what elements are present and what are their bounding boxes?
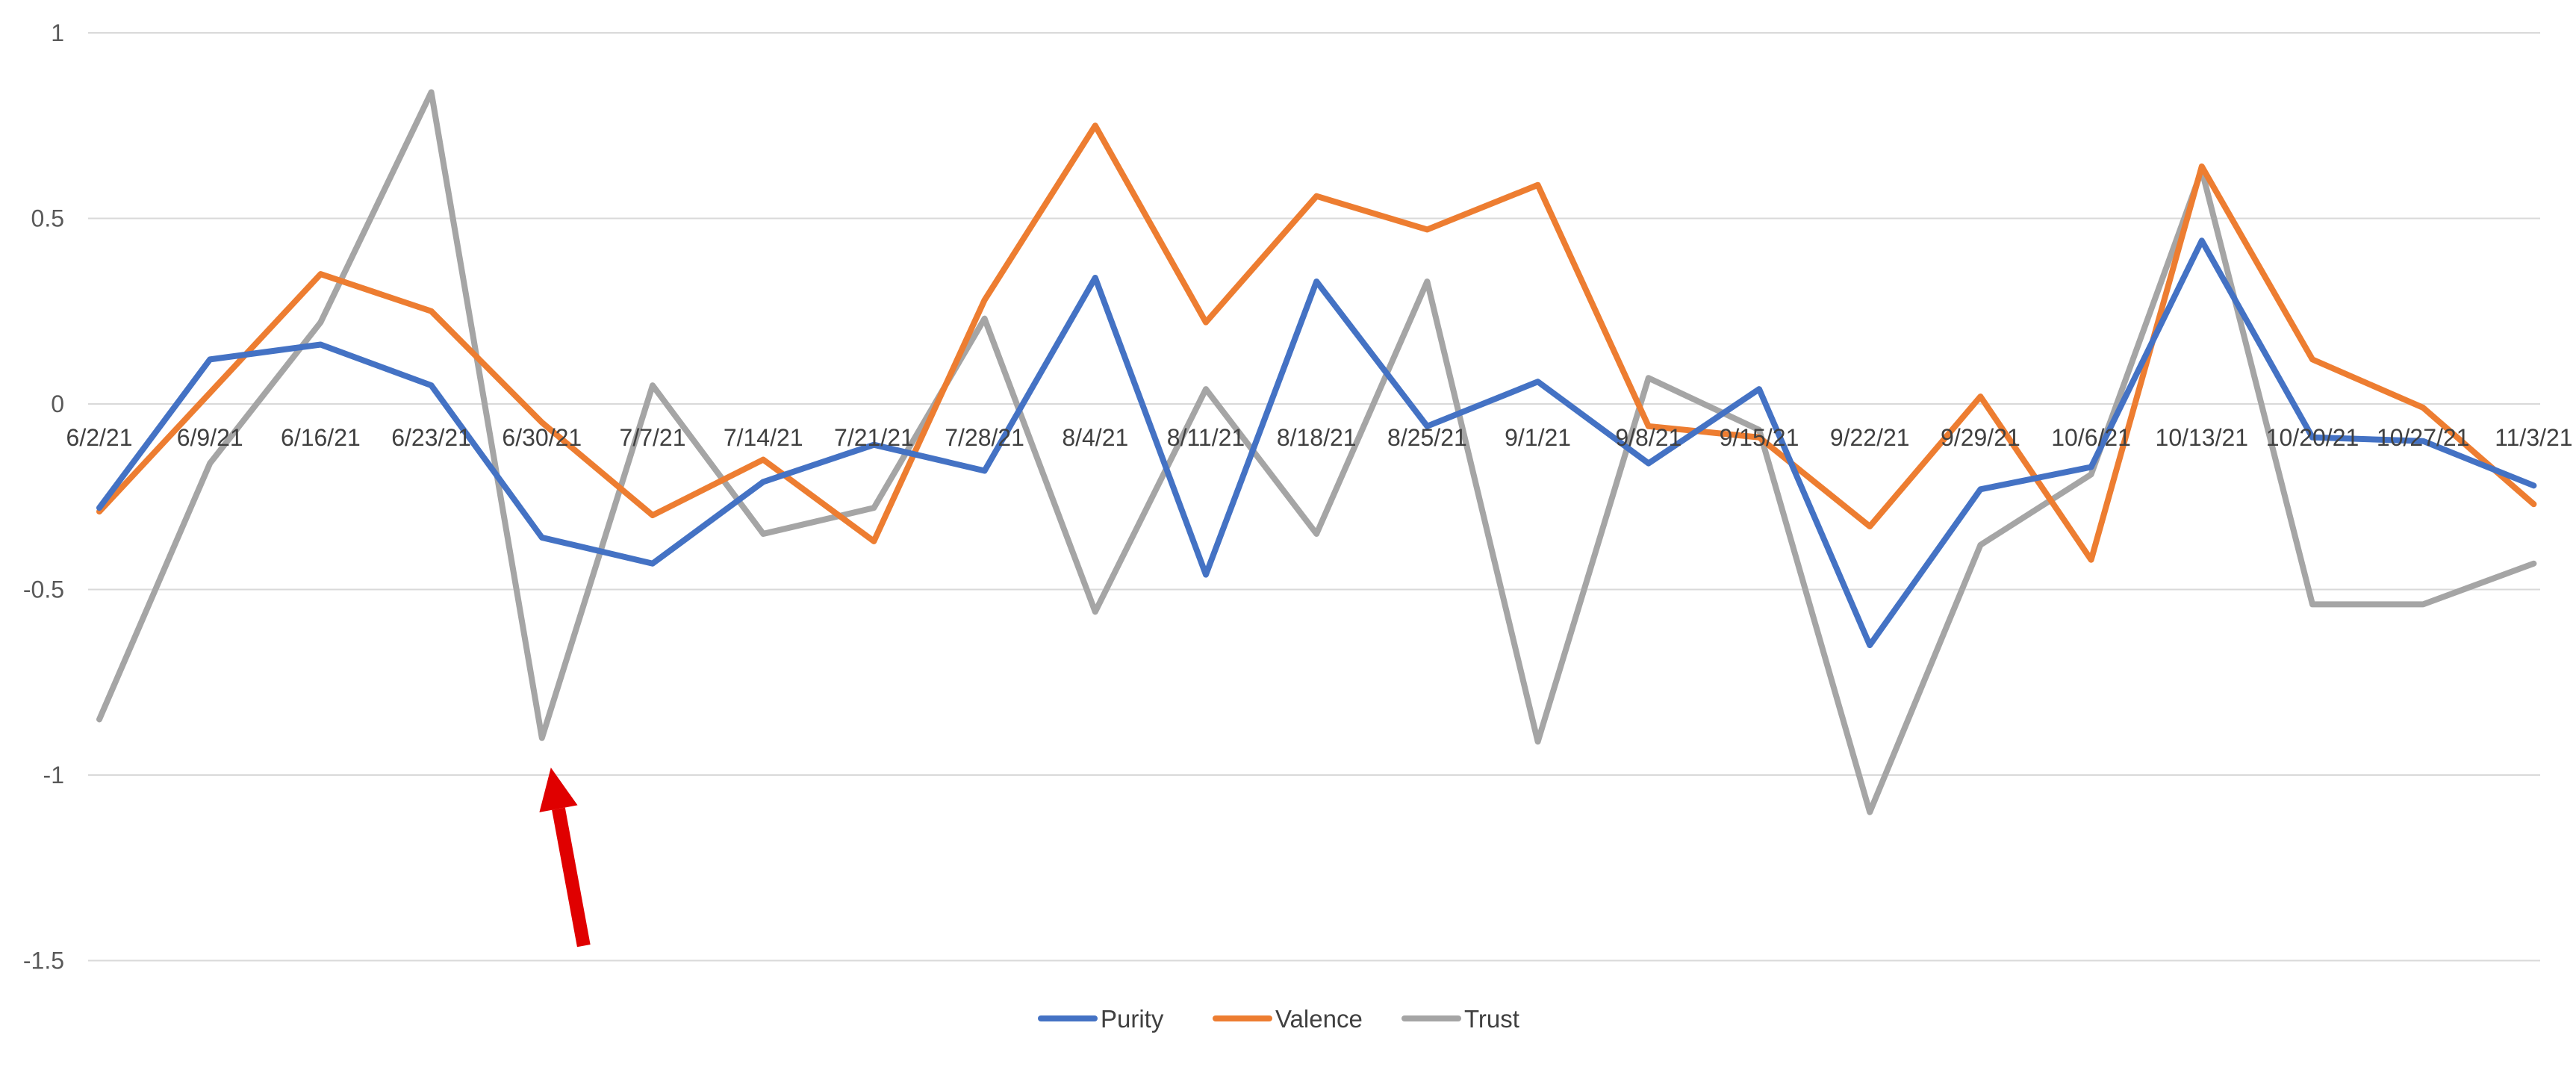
x-tick-label: 9/29/21	[1941, 424, 2020, 451]
data-point-trust	[431, 92, 432, 93]
x-tick-label: 10/6/21	[2051, 424, 2131, 451]
x-tick-label: 8/11/21	[1167, 424, 1245, 451]
data-point-trust	[2533, 563, 2534, 564]
data-point-purity	[1758, 388, 1760, 390]
x-tick-label: 7/21/21	[834, 424, 914, 451]
data-point-trust	[1316, 533, 1317, 535]
data-point-trust	[1537, 741, 1539, 742]
data-point-trust	[1205, 388, 1207, 390]
data-point-trust	[2422, 603, 2424, 605]
x-tick-label: 6/2/21	[66, 424, 133, 451]
data-point-valence	[1537, 184, 1539, 186]
data-point-purity	[541, 537, 543, 538]
data-point-valence	[2422, 407, 2424, 408]
annotations	[539, 768, 591, 948]
x-tick-label: 9/1/21	[1505, 424, 1571, 451]
y-tick-label: -1	[43, 762, 64, 788]
data-point-trust	[2312, 603, 2313, 605]
data-point-purity	[209, 358, 211, 360]
data-point-valence	[762, 459, 764, 461]
data-point-trust	[984, 318, 986, 320]
y-tick-label: 1	[51, 19, 64, 46]
x-tick-label: 11/3/21	[2495, 424, 2572, 451]
gridlines	[88, 32, 2540, 962]
arrow-annotation-shaft	[552, 807, 591, 948]
data-point-valence	[984, 299, 986, 301]
x-tick-label: 8/4/21	[1062, 424, 1128, 451]
x-tick-label: 10/20/21	[2266, 424, 2359, 451]
x-axis-ticks: 6/2/21 6/9/21 6/16/21 6/23/21 6/30/21 7/7/21 7…	[66, 424, 2573, 451]
y-axis-ticks: 1 0.5 0 -0.5 -1 -1.5	[23, 19, 64, 974]
data-point-trust	[320, 322, 321, 323]
x-tick-label: 7/28/21	[945, 424, 1024, 451]
data-point-trust	[1758, 429, 1760, 431]
x-tick-label: 6/30/21	[502, 424, 582, 451]
x-tick-label: 9/8/21	[1615, 424, 1681, 451]
x-tick-label: 7/14/21	[724, 424, 803, 451]
data-point-valence	[541, 422, 543, 423]
data-point-purity	[1205, 574, 1207, 576]
x-tick-label: 9/15/21	[1720, 424, 1799, 451]
data-point-valence	[320, 273, 321, 275]
x-tick-label: 9/22/21	[1830, 424, 1910, 451]
data-point-valence	[1426, 228, 1428, 230]
x-tick-label: 8/25/21	[1387, 424, 1467, 451]
data-point-trust	[209, 463, 211, 464]
y-tick-label: 0	[51, 391, 64, 417]
legend-label-valence: Valence	[1275, 1005, 1363, 1033]
data-point-trust	[762, 533, 764, 535]
data-point-purity	[431, 385, 432, 386]
series-line-valence	[96, 122, 2537, 563]
y-tick-label: -1.5	[23, 948, 64, 974]
series-lines	[96, 89, 2537, 815]
data-point-purity	[2201, 240, 2203, 241]
y-tick-label: -0.5	[23, 576, 64, 603]
legend-label-purity: Purity	[1101, 1005, 1164, 1033]
data-point-valence	[2533, 503, 2534, 505]
data-point-purity	[2533, 485, 2534, 486]
data-point-valence	[2312, 358, 2313, 360]
x-tick-label: 10/27/21	[2377, 424, 2470, 451]
data-point-trust	[99, 718, 100, 720]
data-point-purity	[1979, 488, 1981, 490]
data-point-valence	[99, 511, 100, 512]
data-point-valence	[1205, 322, 1207, 323]
x-tick-label: 6/16/21	[281, 424, 361, 451]
data-point-purity	[1648, 463, 1649, 464]
legend: Purity Valence Trust	[1038, 1005, 1519, 1033]
x-tick-label: 10/13/21	[2156, 424, 2249, 451]
arrow-annotation-head	[539, 768, 578, 812]
data-point-trust	[1979, 544, 1981, 546]
data-point-trust	[1648, 377, 1649, 379]
data-point-purity	[2312, 437, 2313, 438]
x-tick-label: 8/18/21	[1277, 424, 1357, 451]
x-tick-label: 6/23/21	[391, 424, 471, 451]
y-tick-label: 0.5	[31, 205, 64, 232]
data-point-valence	[1979, 396, 1981, 397]
data-point-valence	[1758, 437, 1760, 438]
data-point-valence	[2201, 166, 2203, 167]
data-point-purity	[320, 343, 321, 345]
legend-label-trust: Trust	[1464, 1005, 1519, 1033]
x-tick-label: 6/9/21	[177, 424, 243, 451]
data-point-purity	[984, 470, 986, 471]
x-tick-label: 7/7/21	[620, 424, 686, 451]
